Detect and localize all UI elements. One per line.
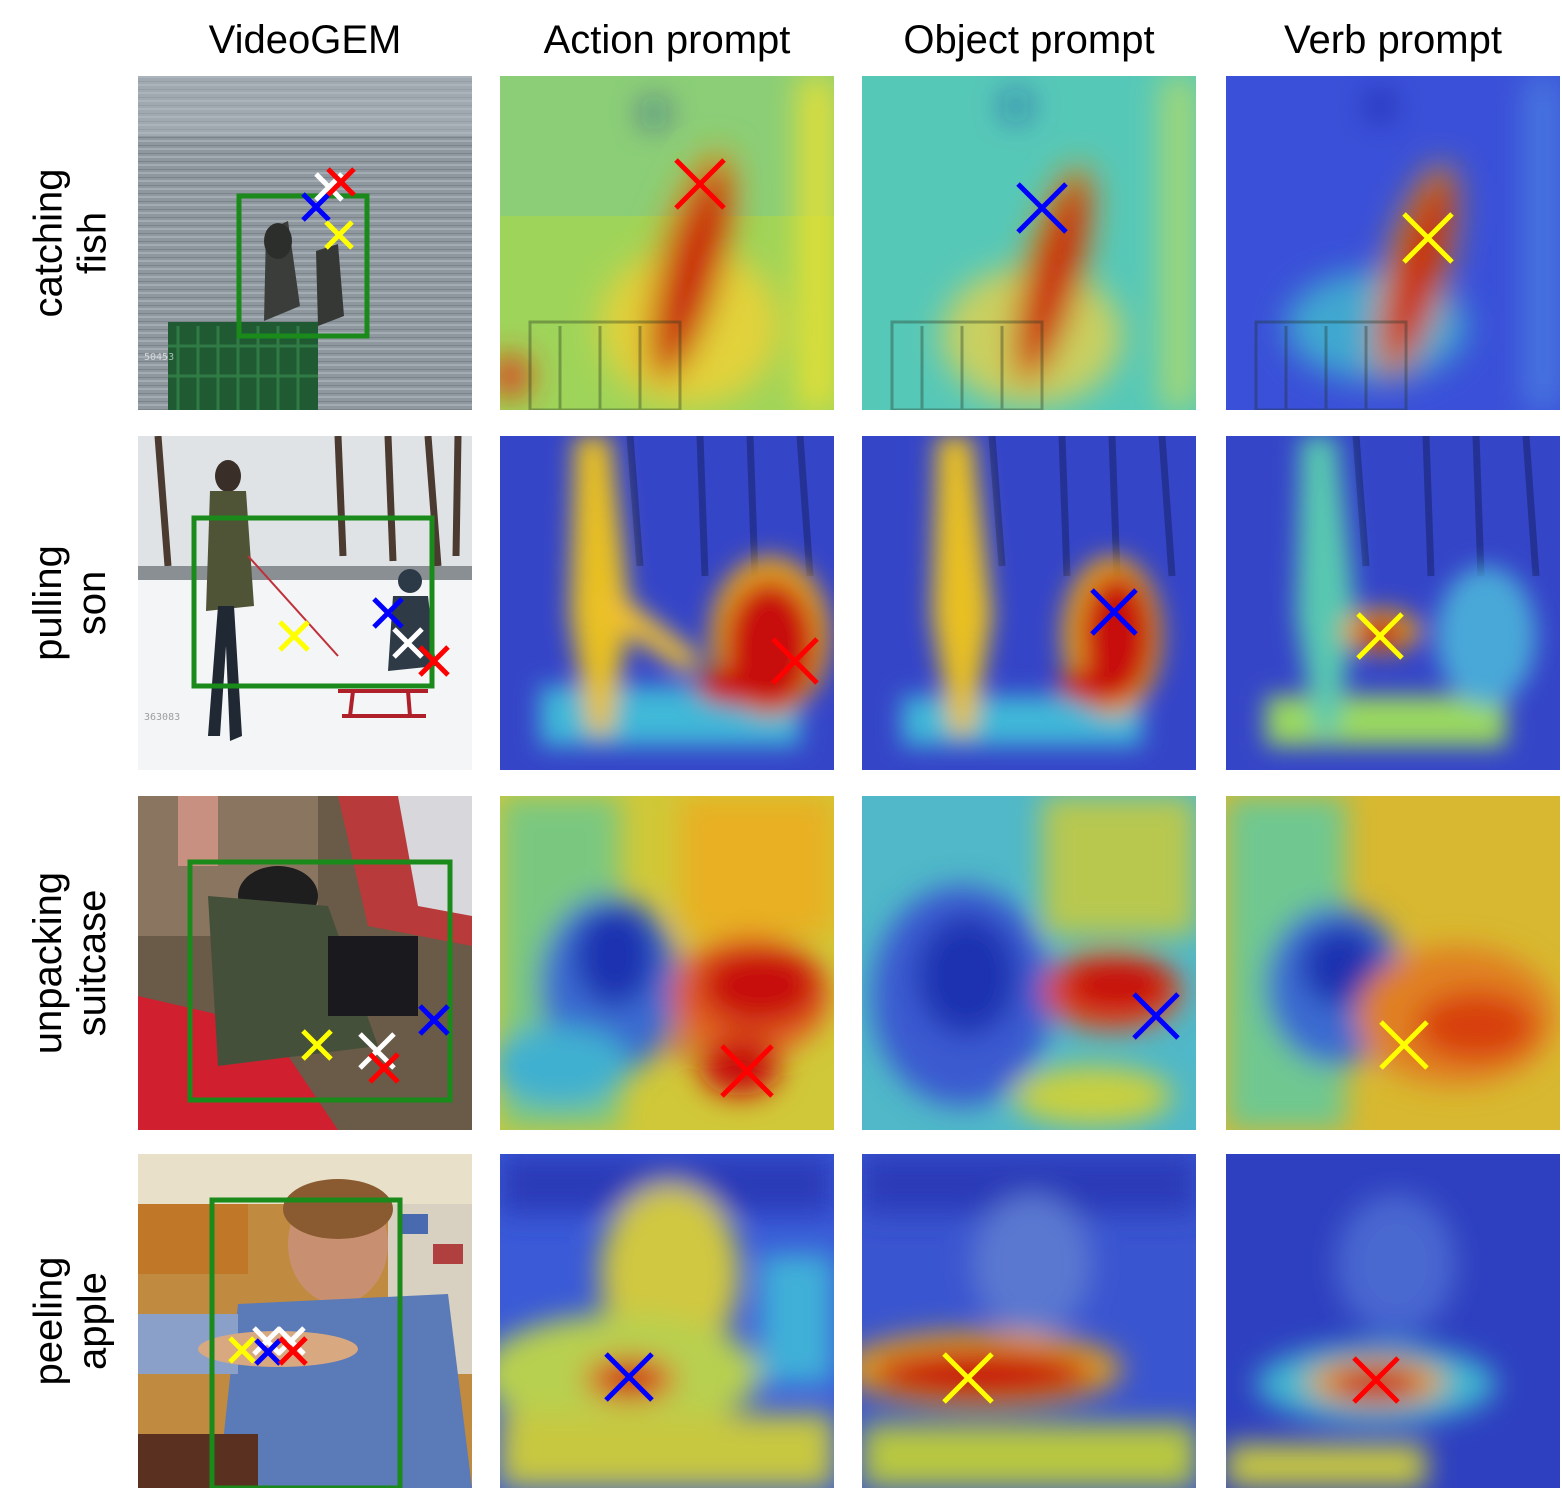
heatmap-verb-peeling-apple: [1226, 1154, 1560, 1488]
videogem-image-pulling-son: 363083: [138, 436, 472, 770]
object-marker-blue: [372, 597, 404, 629]
row-label-unpacking-suitcase: unpacking suitcase: [20, 796, 120, 1130]
row-label-line2: fish: [70, 211, 115, 275]
row-label-line2: suitcase: [70, 889, 114, 1037]
heatmap-action-unpacking-suitcase: [500, 796, 834, 1130]
object-marker-blue: [301, 192, 331, 222]
verb-marker-yellow: [1356, 612, 1404, 660]
heatmap-action-catching-fish: [500, 76, 834, 410]
column-header-object-prompt: Object prompt: [903, 18, 1155, 62]
action-marker-red: [771, 637, 819, 685]
action-marker-red: [418, 645, 450, 677]
column-header-verb-prompt: Verb prompt: [1284, 18, 1502, 62]
heatmap-verb-pulling-son: [1226, 436, 1560, 770]
object-marker-blue: [1016, 182, 1068, 234]
action-marker-red: [368, 1052, 400, 1084]
action-marker-red: [326, 167, 356, 197]
videogem-image-catching-fish: 50453: [138, 76, 472, 410]
row-label-catching-fish: catching fish: [20, 76, 120, 410]
heatmap-verb-unpacking-suitcase: [1226, 796, 1560, 1130]
prediction-box: [209, 1197, 403, 1488]
frame-stamp: 363083: [144, 712, 181, 723]
verb-marker-yellow: [278, 620, 310, 652]
row-label-peeling-apple: peeling apple: [20, 1154, 120, 1488]
row-label-line1: catching: [26, 168, 71, 318]
heatmap-object-catching-fish: [862, 76, 1196, 410]
heatmap-verb-catching-fish: [1226, 76, 1560, 410]
row-label-line1: pulling: [26, 545, 70, 661]
object-marker-blue: [254, 1338, 282, 1366]
videogem-marker-white: [276, 1326, 306, 1356]
verb-marker-yellow: [1402, 212, 1454, 264]
object-marker-blue: [418, 1004, 450, 1036]
action-marker-red: [278, 1336, 308, 1366]
verb-marker-yellow: [1379, 1020, 1429, 1070]
verb-marker-yellow: [301, 1029, 333, 1061]
verb-marker-yellow: [228, 1336, 256, 1364]
verb-marker-yellow: [324, 220, 354, 250]
action-marker-red: [1352, 1356, 1400, 1404]
videogem-marker-white: [392, 627, 424, 659]
videogem-marker-white: [252, 1326, 282, 1356]
heatmap-object-peeling-apple: [862, 1154, 1196, 1488]
prediction-box: [187, 859, 453, 1103]
heatmap-object-pulling-son: [862, 436, 1196, 770]
heatmap-action-pulling-son: [500, 436, 834, 770]
action-marker-red: [674, 158, 726, 210]
row-label-line2: apple: [70, 1272, 115, 1370]
column-header-action-prompt: Action prompt: [543, 18, 791, 62]
verb-marker-yellow: [942, 1352, 994, 1404]
row-label-line1: unpacking: [26, 871, 70, 1055]
heatmap-action-peeling-apple: [500, 1154, 834, 1488]
row-label-pulling-son: pulling son: [20, 436, 120, 770]
object-marker-blue: [604, 1352, 654, 1402]
videogem-image-peeling-apple: [138, 1154, 472, 1488]
column-header-videogem: VideoGEM: [208, 18, 402, 62]
frame-stamp: 50453: [144, 352, 175, 363]
object-marker-blue: [1132, 992, 1180, 1040]
prediction-box: [191, 515, 435, 689]
action-marker-red: [720, 1044, 774, 1098]
object-marker-blue: [1090, 588, 1138, 636]
row-label-line2: son: [70, 570, 114, 636]
row-label-line1: peeling: [26, 1256, 71, 1386]
heatmap-object-unpacking-suitcase: [862, 796, 1196, 1130]
videogem-image-unpacking-suitcase: [138, 796, 472, 1130]
